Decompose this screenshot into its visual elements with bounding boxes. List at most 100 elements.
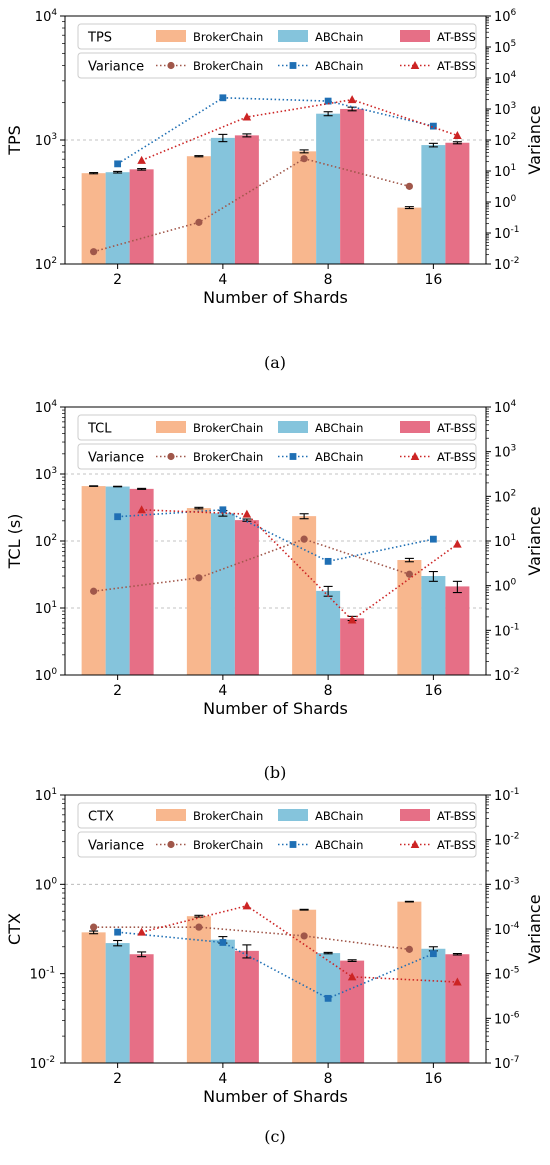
bar-at-bss-4 <box>234 520 259 675</box>
y-right-tick-label: 10-1 <box>494 225 520 242</box>
legend-box <box>77 443 477 470</box>
legend-label-abchain: ABChain <box>315 450 363 464</box>
legend-bar: TCL BrokerChain ABChain AT-BSS <box>77 414 477 441</box>
variance-point-brokerchain <box>90 248 98 256</box>
legend-swatch-brokerchain <box>156 809 186 821</box>
variance-point-at-bss <box>137 155 146 164</box>
variance-point-abchain <box>219 939 227 946</box>
y-right-tick-label: 103 <box>494 101 516 118</box>
bar-abchain-16 <box>421 576 446 675</box>
bar-brokerchain-2 <box>81 932 106 1063</box>
y-tick-label: 104 <box>35 399 58 416</box>
legend-title: Variance <box>88 451 144 466</box>
variance-point-at-bss <box>137 505 146 514</box>
y-right-tick-label: 10-3 <box>494 876 520 893</box>
legend-marker-at-bss <box>410 61 420 69</box>
legend-marker-abchain <box>289 841 297 848</box>
legend-label-brokerchain: BrokerChain <box>193 30 263 44</box>
x-tick-label: 16 <box>424 272 442 288</box>
y-right-axis-label: Variance <box>525 105 544 174</box>
y-right-tick-label: 10-6 <box>494 1010 520 1027</box>
variance-point-brokerchain <box>405 945 413 953</box>
x-axis-label: Number of Shards <box>203 288 348 307</box>
legend-label-brokerchain: BrokerChain <box>193 59 263 73</box>
variance-point-brokerchain <box>300 932 308 940</box>
bar-at-bss-16 <box>445 142 470 264</box>
y-right-tick-label: 10-1 <box>494 622 520 639</box>
x-tick-label: 2 <box>113 272 122 288</box>
variance-line-brokerchain <box>93 926 410 951</box>
bar-brokerchain-2 <box>81 486 106 675</box>
variance-point-at-bss <box>347 972 357 981</box>
bar-at-bss-8 <box>340 108 365 264</box>
legend-label-brokerchain: BrokerChain <box>193 809 263 823</box>
bar-at-bss-4 <box>234 135 259 264</box>
y-tick-label: 10-1 <box>30 966 56 983</box>
legend-box <box>77 831 477 858</box>
x-tick-label: 8 <box>324 683 333 699</box>
legend-label-at-bss: AT-BSS <box>437 59 476 73</box>
variance-point-at-bss <box>453 130 462 139</box>
y-right-tick-label: 104 <box>494 70 517 87</box>
variance-point-abchain <box>324 994 332 1002</box>
bar-abchain-16 <box>421 948 446 1063</box>
variance-line-abchain <box>117 96 434 165</box>
legend-label-at-bss: AT-BSS <box>437 30 476 44</box>
variance-point-brokerchain <box>300 535 308 543</box>
legend-swatch-brokerchain <box>156 421 186 433</box>
legend-marker-abchain <box>289 62 297 69</box>
bar-at-bss-16 <box>445 586 470 675</box>
y-right-tick-label: 10-4 <box>494 921 520 938</box>
legend-swatch-abchain <box>278 30 308 42</box>
bar-abchain-2 <box>105 943 130 1063</box>
variance-line-abchain <box>117 508 434 563</box>
bar-abchain-16 <box>421 145 446 264</box>
legend-swatch-at-bss <box>400 421 430 433</box>
x-tick-label: 8 <box>324 1071 333 1087</box>
y-tick-label: 103 <box>35 132 57 149</box>
y-right-tick-label: 101 <box>494 533 516 550</box>
y-axis-label: TPS <box>5 125 24 156</box>
variance-line-abchain <box>117 931 434 1000</box>
chart-a: 102 103 104 10-2 10-1 100 101 102 103 104 105 106 2 4… <box>5 8 544 372</box>
y-right-tick-label: 101 <box>494 163 516 180</box>
variance-point-abchain <box>324 557 332 565</box>
variance-point-abchain <box>429 122 437 130</box>
x-axis-label: Number of Shards <box>203 699 348 718</box>
figure-caption: (a) <box>264 353 286 372</box>
y-right-axis-label: Variance <box>525 894 544 963</box>
y-right-tick-label: 10-1 <box>494 787 520 804</box>
y-tick-label: 102 <box>35 256 57 273</box>
legend-label-brokerchain: BrokerChain <box>193 421 263 435</box>
bar-at-bss-2 <box>129 954 154 1063</box>
variance-point-brokerchain <box>405 182 413 190</box>
x-tick-label: 4 <box>218 272 227 288</box>
legend-marker-abchain <box>289 453 297 460</box>
legend-title: TCL <box>87 422 112 437</box>
bar-abchain-8 <box>316 113 341 264</box>
legend-marker-brokerchain <box>167 61 175 70</box>
variance-point-brokerchain <box>405 570 413 578</box>
y-right-tick-label: 10-5 <box>494 966 520 983</box>
bar-brokerchain-16 <box>397 207 422 264</box>
y-axis-label: TCL (s) <box>5 514 24 570</box>
bar-abchain-8 <box>316 590 341 675</box>
variance-point-abchain <box>114 513 122 521</box>
legend-label-brokerchain: BrokerChain <box>193 838 263 852</box>
x-tick-label: 8 <box>324 272 333 288</box>
bar-brokerchain-16 <box>397 901 422 1063</box>
legend-bar: TPS BrokerChain ABChain AT-BSS <box>77 23 477 50</box>
variance-point-brokerchain <box>90 587 98 595</box>
figure-caption: (b) <box>264 763 287 782</box>
x-tick-label: 2 <box>113 683 122 699</box>
variance-point-brokerchain <box>195 923 203 931</box>
bar-abchain-8 <box>316 953 341 1063</box>
variance-point-at-bss <box>347 615 357 624</box>
y-right-tick-label: 104 <box>494 399 517 416</box>
y-tick-label: 101 <box>35 600 57 617</box>
y-tick-label: 100 <box>35 667 58 684</box>
figure-caption: (c) <box>264 1127 285 1146</box>
legend-swatch-abchain <box>278 809 308 821</box>
variance-point-at-bss <box>242 112 252 121</box>
